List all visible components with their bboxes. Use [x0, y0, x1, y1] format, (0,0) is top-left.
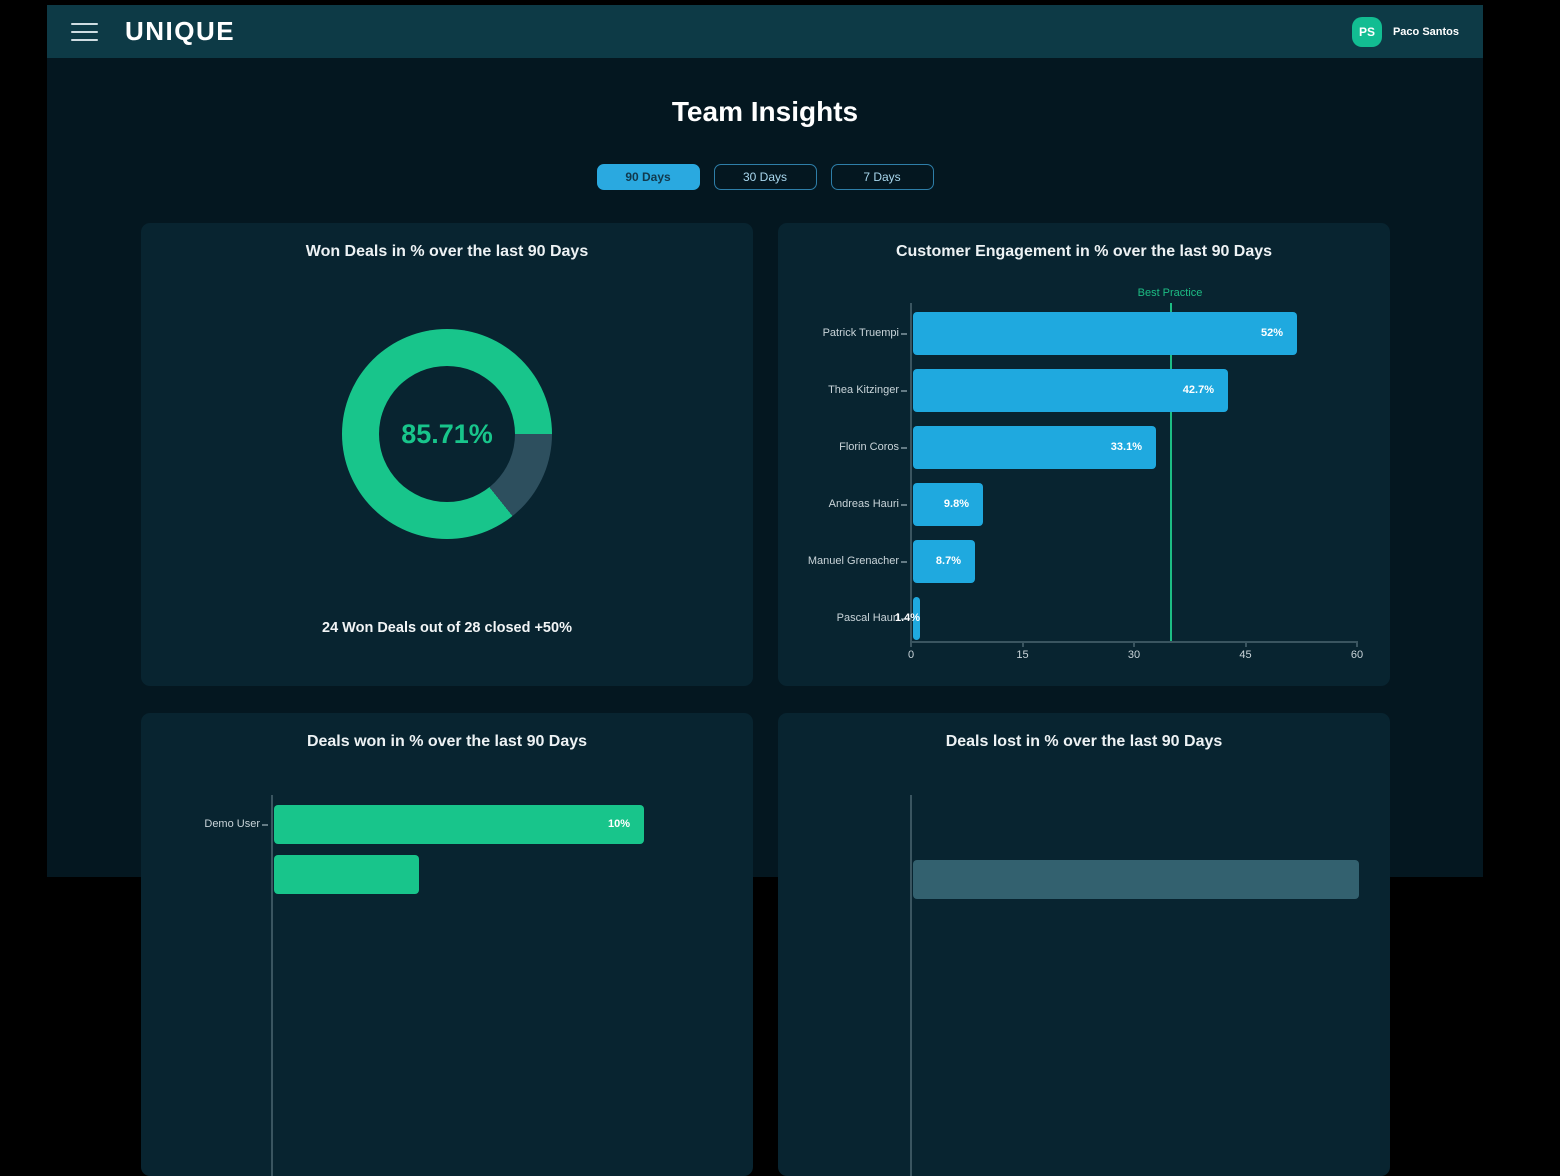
donut-center-value: 85.71%: [401, 418, 493, 449]
category-label: Florin Coros: [839, 440, 899, 453]
bar-Andreas Hauri[interactable]: [913, 483, 983, 526]
category-tick: [901, 446, 907, 449]
category-tick: [262, 823, 268, 826]
bar-Manuel Grenacher[interactable]: [913, 540, 975, 583]
card-title: Deals lost in % over the last 90 Days: [945, 733, 1223, 750]
y-axis-line: [910, 303, 912, 641]
x-axis-tick-label: 30: [1127, 649, 1141, 661]
category-label: Andreas Hauri: [828, 497, 899, 510]
x-axis-tick: [1356, 641, 1358, 647]
bar-value-label: 10%: [607, 817, 630, 830]
bar-row-0[interactable]: [913, 860, 1359, 899]
page-title: Team Insights: [671, 96, 859, 127]
won-deals-donut-chart[interactable]: 85.71%: [342, 329, 552, 539]
x-axis-tick: [1133, 641, 1135, 647]
card-customer-engagement: Customer Engagement in % over the last 9…: [778, 223, 1390, 686]
bar-value-label: 42.7%: [1182, 383, 1214, 396]
bar-value-label: 8.7%: [935, 554, 961, 567]
category-tick: [901, 560, 907, 563]
card-won-deals: Won Deals in % over the last 90 Days 85.…: [141, 223, 753, 686]
y-axis-line: [910, 795, 912, 1176]
x-axis-tick-label: 60: [1350, 649, 1364, 661]
main-content: Team Insights 90 Days 30 Days 7 Days Won…: [47, 58, 1483, 1176]
tab-30-days[interactable]: 30 Days: [713, 164, 817, 190]
cards-grid: Won Deals in % over the last 90 Days 85.…: [141, 223, 1390, 1176]
bar-value-label: 1.4%: [895, 611, 921, 624]
avatar: PS: [1351, 16, 1382, 47]
won-deals-caption: 24 Won Deals out of 28 closed +50%: [322, 620, 572, 636]
category-tick: [901, 389, 907, 392]
bar-value-label: 52%: [1260, 326, 1283, 339]
category-label: Pascal Hauri: [836, 611, 899, 624]
x-axis-tick-label: 45: [1239, 649, 1252, 661]
card-title: Won Deals in % over the last 90 Days: [305, 243, 589, 260]
category-tick: [901, 332, 907, 335]
x-axis-tick: [910, 641, 912, 647]
bar-Florin Coros[interactable]: [913, 426, 1156, 469]
x-axis-tick-label: 15: [1016, 649, 1029, 661]
x-axis-tick: [1244, 641, 1247, 647]
category-label: Patrick Truempi: [822, 326, 899, 339]
brand-logo[interactable]: UNIQUE: [125, 16, 236, 46]
engagement-bar-chart: Best Practice Patrick Truempi 52% Thea Kitz…: [778, 223, 1390, 686]
range-tabs: 90 Days 30 Days 7 Days: [47, 164, 1483, 190]
card-deals-lost: Deals lost in % over the last 90 Days: [778, 713, 1390, 1176]
app-root: UNIQUE PS Paco Santos Team Insights 90 D…: [47, 5, 1483, 1176]
category-label: Demo User: [204, 817, 260, 830]
card-title: Deals won in % over the last 90 Days: [306, 733, 588, 750]
hamburger-menu-icon[interactable]: [71, 22, 98, 41]
best-practice-line: [1170, 303, 1173, 641]
bar-Thea Kitzinger[interactable]: [913, 369, 1228, 412]
deals-won-bar-chart: Demo User 10%: [141, 713, 753, 1176]
bar-value-label: 9.8%: [943, 497, 969, 510]
x-axis-tick-label: 0: [907, 649, 915, 661]
bar-row-1[interactable]: [274, 855, 419, 894]
category-tick: [901, 617, 907, 620]
card-deals-won: Deals won in % over the last 90 Days Dem…: [141, 713, 753, 1176]
user-menu[interactable]: PS Paco Santos: [1351, 16, 1459, 47]
tab-7-days[interactable]: 7 Days: [830, 164, 934, 190]
deals-lost-bar-chart: [778, 713, 1390, 1176]
top-navbar: UNIQUE PS Paco Santos: [47, 5, 1483, 58]
category-tick: [901, 503, 907, 506]
y-axis-line: [271, 795, 273, 1176]
bar-value-label: 33.1%: [1110, 440, 1142, 453]
bar-Demo User[interactable]: [274, 805, 644, 844]
user-name: Paco Santos: [1392, 25, 1459, 38]
best-practice-label: Best Practice: [1137, 287, 1203, 299]
bar-Pascal Hauri[interactable]: [913, 597, 920, 640]
tab-90-days[interactable]: 90 Days: [596, 164, 700, 190]
bar-Patrick Truempi[interactable]: [913, 312, 1297, 355]
x-axis-tick: [1021, 641, 1024, 647]
category-label: Manuel Grenacher: [807, 554, 899, 567]
card-title: Customer Engagement in % over the last 9…: [895, 243, 1273, 260]
category-label: Thea Kitzinger: [828, 383, 899, 396]
